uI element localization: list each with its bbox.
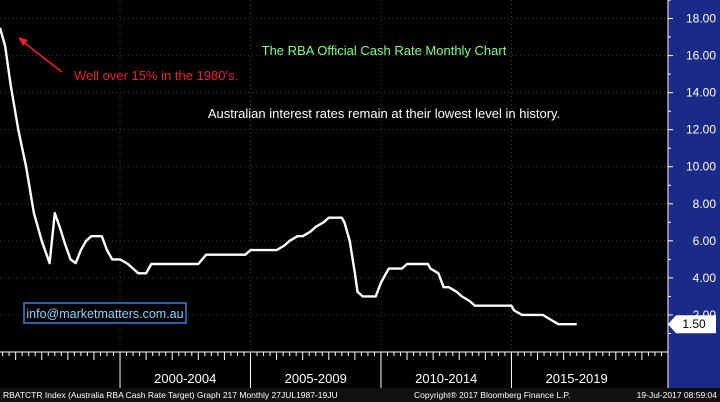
x-group-label: 2000-2004 — [154, 371, 216, 386]
y-tick-label: 4.00 — [693, 271, 717, 285]
footer-bar — [0, 388, 720, 402]
footer-timestamp: 19-Jul-2017 08:59:04 — [637, 390, 718, 400]
x-group-label: 2010-2014 — [415, 371, 477, 386]
y-tick-label: 18.00 — [686, 12, 716, 26]
annotation-arrow — [21, 40, 63, 73]
y-tick-label: 6.00 — [693, 234, 717, 248]
arrow-head-icon — [18, 37, 28, 46]
grid — [0, 0, 668, 352]
footer-source: RBATCTR Index (Australia RBA Cash Rate T… — [3, 390, 338, 400]
contact-email[interactable]: info@marketmatters.com.au — [26, 307, 183, 321]
y-tick-label: 14.00 — [686, 86, 716, 100]
x-group-label: 2015-2019 — [546, 371, 608, 386]
y-tick-label: 12.00 — [686, 123, 716, 137]
footer-copyright: Copyright® 2017 Bloomberg Finance L.P. — [414, 390, 570, 400]
rate-series-line — [0, 27, 577, 326]
chart-subtitle: Australian interest rates remain at thei… — [208, 106, 560, 121]
y-tick-label: 8.00 — [693, 197, 717, 211]
y-tick-label: 16.00 — [686, 49, 716, 63]
annotation-text: Well over 15% in the 1980's. — [74, 68, 238, 83]
last-value-label: 1.50 — [682, 317, 706, 331]
chart-title: The RBA Official Cash Rate Monthly Chart — [262, 43, 507, 58]
y-tick-label: 10.00 — [686, 160, 716, 174]
last-value-marker: 1.50 — [668, 315, 716, 334]
annotation: Well over 15% in the 1980's. — [18, 37, 238, 83]
contact-box[interactable]: info@marketmatters.com.au — [23, 302, 187, 324]
x-group-label: 2005-2009 — [285, 371, 347, 386]
x-axis: 2000-2004 2005-2009 2010-2014 2015-2019 — [2, 352, 669, 388]
